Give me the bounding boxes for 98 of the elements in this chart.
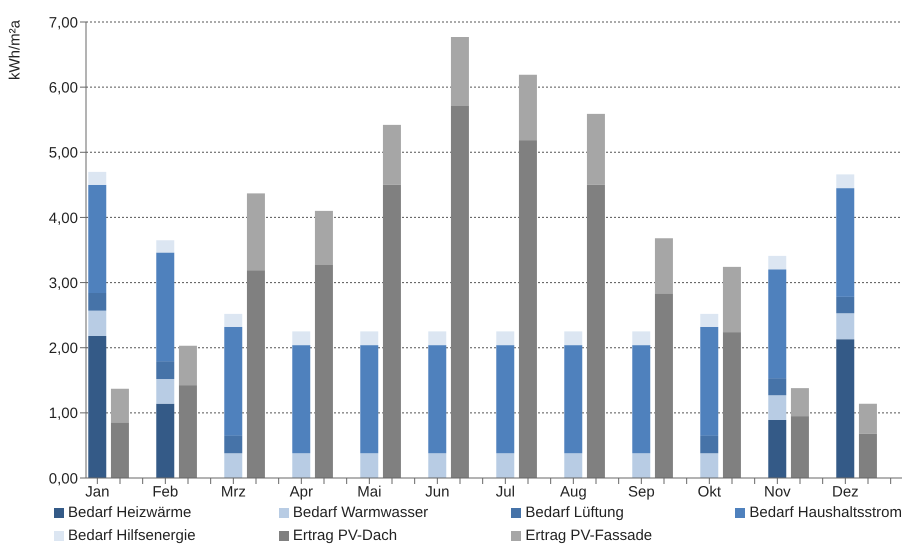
bar <box>450 106 469 478</box>
bar <box>314 210 333 265</box>
bar <box>768 378 786 396</box>
bar <box>768 256 786 270</box>
bar <box>224 314 242 327</box>
legend-label: Bedarf Haushaltsstrom <box>749 504 902 521</box>
bar <box>224 453 242 478</box>
bar <box>768 270 786 378</box>
bar <box>178 385 197 478</box>
y-tick-label: 4,00 <box>48 210 78 227</box>
bar <box>382 184 401 478</box>
bar <box>246 270 265 478</box>
bar <box>496 345 514 454</box>
bar <box>790 416 809 478</box>
y-axis-title: kWh/m²a <box>6 19 24 80</box>
bar <box>360 453 378 478</box>
x-tick-label: Jun <box>425 484 450 501</box>
bar <box>382 124 401 185</box>
bar <box>700 453 718 478</box>
bar <box>428 345 446 454</box>
x-tick-label: Nov <box>764 484 792 501</box>
bar <box>246 193 265 270</box>
bar <box>654 238 673 294</box>
bar <box>292 345 310 454</box>
legend-label: Ertrag PV-Dach <box>292 527 398 544</box>
bar <box>700 314 718 327</box>
bar <box>360 331 378 346</box>
bar <box>156 240 174 253</box>
bar <box>496 453 514 478</box>
bar <box>496 331 514 346</box>
bar <box>450 36 469 106</box>
y-tick-label: 2,00 <box>48 340 78 358</box>
bar <box>586 184 605 478</box>
bar <box>836 188 854 297</box>
bar <box>224 326 242 436</box>
x-tick-label: Aug <box>560 484 587 501</box>
bar <box>88 172 106 185</box>
y-tick-label: 6,00 <box>48 79 78 96</box>
x-tick-label: Mai <box>357 484 382 501</box>
bar <box>858 404 877 434</box>
bar <box>564 345 582 454</box>
bar <box>360 345 378 454</box>
bar <box>156 378 174 404</box>
bar <box>88 336 106 478</box>
bar <box>156 361 174 379</box>
legend-label: Ertrag PV-Fassade <box>525 527 652 544</box>
bar <box>632 453 650 478</box>
y-tick-label: 7,00 <box>48 14 78 32</box>
x-tick-label: Jul <box>496 484 515 501</box>
bar <box>722 332 741 478</box>
bar <box>156 404 174 478</box>
bar <box>518 140 537 478</box>
x-tick-label: Mrz <box>220 484 246 501</box>
bar <box>768 420 786 478</box>
bar <box>790 388 809 416</box>
bar <box>632 331 650 346</box>
y-tick-label: 3,00 <box>48 274 78 292</box>
bar <box>88 184 106 293</box>
legend-label: Bedarf Warmwasser <box>292 504 428 521</box>
y-tick-label: 5,00 <box>48 144 78 162</box>
bar <box>700 436 718 454</box>
bar <box>700 326 718 436</box>
x-tick-label: Feb <box>152 484 178 501</box>
bar <box>518 74 537 141</box>
bar <box>564 331 582 346</box>
bar <box>768 395 786 420</box>
bar <box>586 114 605 185</box>
bar <box>156 252 174 362</box>
x-tick-label: Jan <box>85 484 110 501</box>
bar <box>722 266 741 332</box>
bar <box>858 434 877 478</box>
bar <box>632 345 650 454</box>
y-tick-label: 1,00 <box>48 405 78 422</box>
x-tick-label: Dez <box>832 484 859 501</box>
legend-label: Bedarf Heizwärme <box>68 504 192 521</box>
x-tick-label: Sep <box>628 484 655 501</box>
y-tick-label: 0,00 <box>48 470 78 488</box>
bar <box>836 174 854 188</box>
bar <box>564 453 582 478</box>
x-tick-label: Apr <box>290 484 314 501</box>
bar <box>224 436 242 454</box>
bar <box>110 388 129 423</box>
bar <box>88 292 106 311</box>
x-tick-label: Okt <box>698 484 722 501</box>
bar <box>292 453 310 478</box>
bar <box>654 294 673 478</box>
legend-label: Bedarf Lüftung <box>525 504 624 521</box>
bar <box>314 264 333 478</box>
bar <box>178 346 197 386</box>
bar <box>110 422 129 478</box>
bar <box>292 331 310 346</box>
bar <box>836 313 854 340</box>
bar <box>836 296 854 314</box>
bar <box>428 331 446 346</box>
legend-label: Bedarf Hilfsenergie <box>68 527 196 544</box>
bar <box>88 310 106 336</box>
bar <box>428 453 446 478</box>
bar <box>836 339 854 478</box>
